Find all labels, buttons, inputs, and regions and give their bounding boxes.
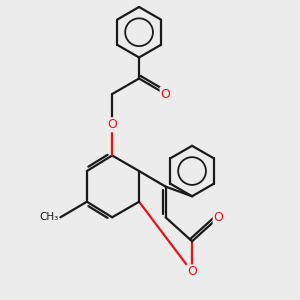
Text: O: O xyxy=(214,211,224,224)
Text: CH₃: CH₃ xyxy=(39,212,58,222)
Text: O: O xyxy=(107,118,117,131)
Text: O: O xyxy=(187,266,197,278)
Text: O: O xyxy=(160,88,170,100)
